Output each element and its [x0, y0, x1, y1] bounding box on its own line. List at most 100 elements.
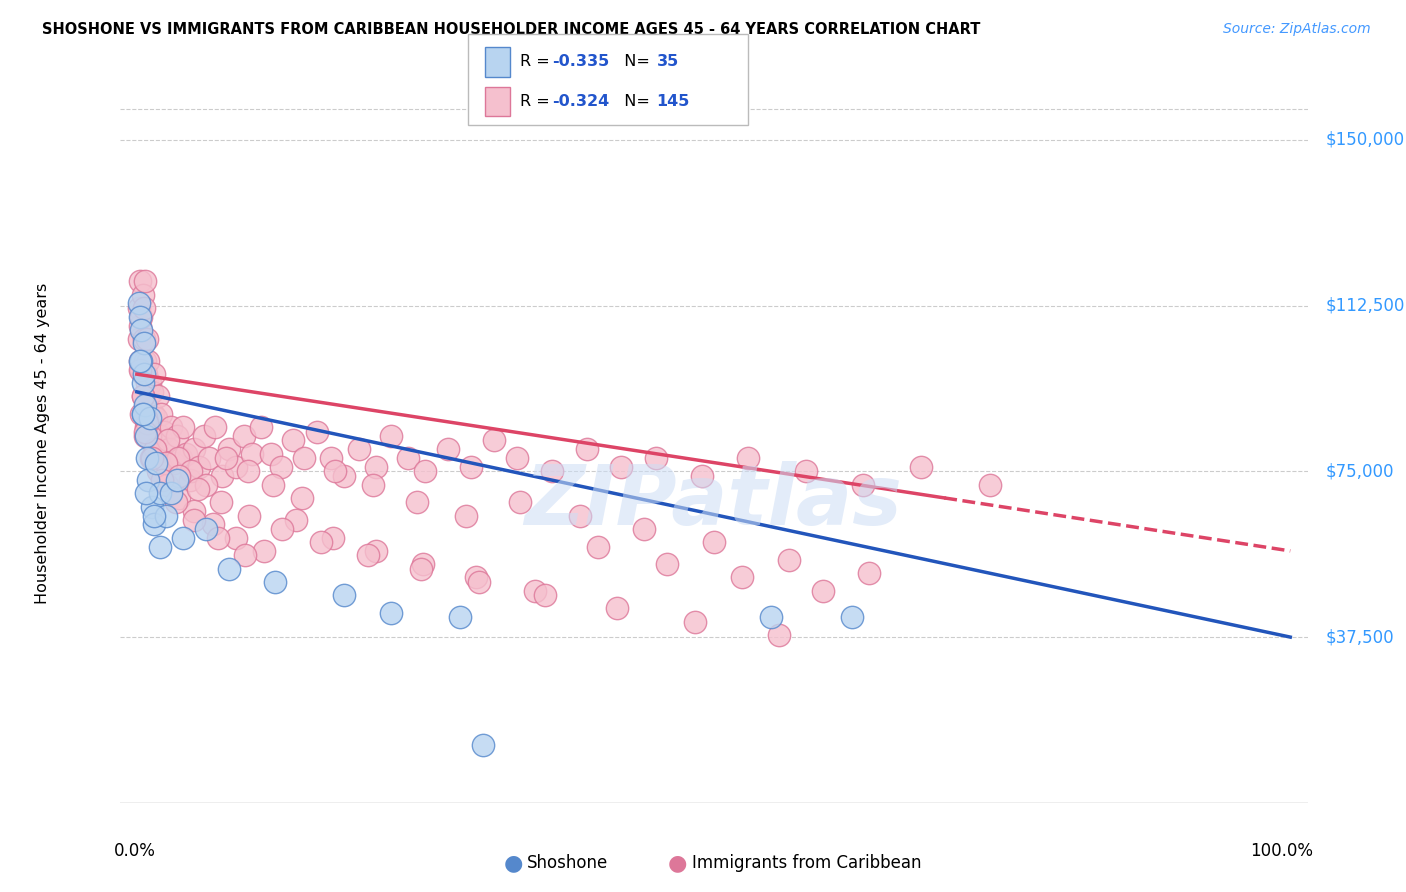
Point [138, 411, 160, 425]
Point [364, 544, 387, 558]
Text: $112,500: $112,500 [1326, 297, 1405, 315]
Point [129, 318, 152, 333]
Point [166, 473, 188, 487]
Point [380, 429, 402, 443]
Point [852, 477, 875, 491]
Text: 145: 145 [657, 94, 690, 109]
Point [225, 531, 247, 545]
Point [291, 491, 314, 505]
Point [156, 477, 179, 491]
Point [131, 287, 153, 301]
Point [143, 442, 166, 457]
Point [201, 517, 224, 532]
Point [412, 557, 434, 571]
Point [143, 508, 166, 523]
Point [134, 429, 156, 443]
Point [131, 407, 153, 421]
Point [198, 451, 221, 466]
Point [214, 451, 236, 466]
Point [150, 473, 173, 487]
Point [454, 508, 477, 523]
Point [138, 429, 160, 443]
Point [160, 420, 183, 434]
Point [460, 460, 482, 475]
Point [145, 456, 167, 470]
Point [322, 531, 344, 545]
Point [131, 354, 153, 368]
Point [683, 615, 706, 629]
Point [138, 354, 160, 368]
Point [207, 531, 229, 545]
Point [131, 389, 153, 403]
Text: Shoshone: Shoshone [527, 855, 609, 872]
Text: 0.0%: 0.0% [114, 842, 156, 860]
Point [737, 451, 759, 466]
Point [131, 407, 153, 421]
Point [135, 367, 157, 381]
Point [333, 468, 356, 483]
Point [131, 376, 153, 390]
Point [541, 464, 564, 478]
Point [167, 451, 190, 466]
Point [768, 628, 790, 642]
Point [364, 460, 387, 475]
Point [506, 451, 529, 466]
Point [610, 460, 633, 475]
Point [262, 477, 284, 491]
Text: ●: ● [668, 854, 688, 873]
Point [731, 570, 754, 584]
Point [484, 434, 506, 448]
Point [180, 464, 202, 478]
Point [146, 389, 169, 403]
Text: SHOSHONE VS IMMIGRANTS FROM CARIBBEAN HOUSEHOLDER INCOME AGES 45 - 64 YEARS CORR: SHOSHONE VS IMMIGRANTS FROM CARIBBEAN HO… [42, 22, 980, 37]
Point [139, 451, 162, 466]
Point [187, 482, 209, 496]
Point [703, 535, 725, 549]
Point [204, 420, 226, 434]
Point [292, 451, 315, 466]
Point [135, 420, 157, 434]
Point [311, 535, 333, 549]
Point [305, 425, 328, 439]
Point [657, 557, 679, 571]
Point [163, 456, 186, 470]
Point [910, 460, 932, 475]
Point [270, 460, 292, 475]
Point [238, 508, 260, 523]
Point [141, 451, 163, 466]
Point [568, 508, 591, 523]
Point [172, 531, 194, 545]
Point [778, 553, 800, 567]
Point [148, 451, 170, 466]
Point [449, 610, 471, 624]
Point [509, 495, 531, 509]
Text: ●: ● [503, 854, 523, 873]
Point [193, 429, 215, 443]
Point [143, 447, 166, 461]
Point [131, 367, 153, 381]
Point [586, 540, 609, 554]
Point [176, 447, 198, 461]
Point [131, 407, 153, 421]
Point [333, 588, 356, 602]
Point [134, 407, 156, 421]
Point [132, 332, 155, 346]
Point [128, 296, 150, 310]
Point [250, 420, 273, 434]
Point [211, 468, 233, 483]
Point [155, 508, 177, 523]
Text: $150,000: $150,000 [1326, 131, 1405, 149]
Point [225, 460, 247, 475]
Point [131, 363, 153, 377]
Point [141, 384, 163, 399]
Point [131, 323, 153, 337]
Point [349, 442, 371, 457]
Point [195, 477, 218, 491]
Point [575, 442, 598, 457]
Point [129, 354, 152, 368]
Point [145, 411, 167, 425]
Point [150, 456, 173, 470]
Text: -0.324: -0.324 [553, 94, 610, 109]
Point [149, 486, 172, 500]
Text: $37,500: $37,500 [1326, 628, 1393, 646]
